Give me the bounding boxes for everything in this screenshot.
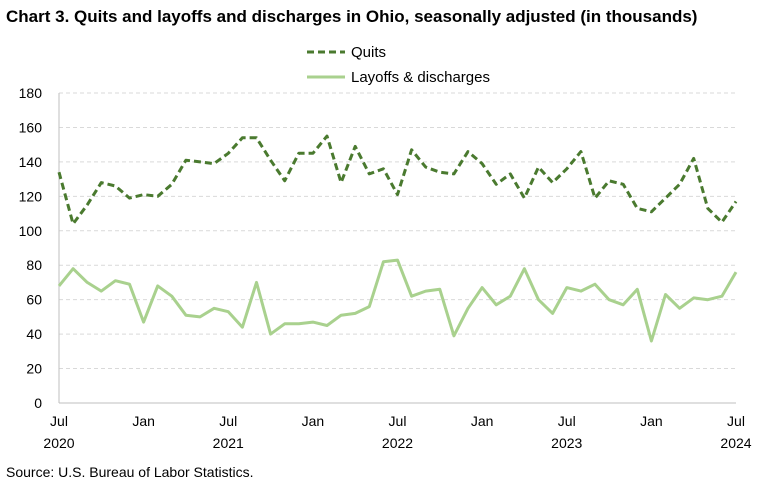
- x-tick-label: Jan: [640, 413, 663, 429]
- y-tick-label: 140: [19, 154, 43, 170]
- x-tick-label: Jul: [727, 413, 745, 429]
- y-tick-label: 180: [19, 85, 43, 101]
- y-tick-label: 120: [19, 188, 43, 204]
- x-tick-label: Jul: [50, 413, 68, 429]
- x-tick-label: Jan: [132, 413, 155, 429]
- y-tick-label: 60: [26, 292, 42, 308]
- series-lines: [57, 134, 738, 343]
- y-tick-label: 40: [26, 326, 42, 342]
- source-note: Source: U.S. Bureau of Labor Statistics.: [6, 464, 254, 480]
- series-line-quits: [57, 134, 738, 226]
- legend-label: Quits: [351, 44, 386, 61]
- x-tick-label: Jul: [558, 413, 576, 429]
- x-tick-label: Jul: [219, 413, 237, 429]
- chart-title: Chart 3. Quits and layoffs and discharge…: [6, 7, 698, 26]
- x-tick-year-label: 2020: [43, 435, 74, 451]
- x-tick-year-label: 2021: [213, 435, 244, 451]
- axes: 0 20 40 60 80 100 120 140 160 180 Jul 2020 Jan Jul 202…: [19, 85, 752, 451]
- y-tick-label: 80: [26, 257, 42, 273]
- y-tick-label: 20: [26, 361, 42, 377]
- y-tick-label: 0: [34, 395, 42, 411]
- x-tick-label: Jan: [471, 413, 494, 429]
- x-tick-year-label: 2024: [720, 435, 751, 451]
- y-tick-label: 100: [19, 223, 43, 239]
- y-tick-label: 160: [19, 119, 43, 135]
- x-tick-label: Jan: [302, 413, 325, 429]
- x-tick-year-label: 2022: [382, 435, 413, 451]
- legend: Quits Layoffs & discharges: [307, 44, 490, 86]
- x-tick-year-label: 2023: [551, 435, 582, 451]
- x-tick-label: Jul: [389, 413, 407, 429]
- series-line-layoffs-discharges: [57, 258, 738, 343]
- legend-label: Layoffs & discharges: [351, 69, 490, 86]
- gridlines: [59, 92, 736, 370]
